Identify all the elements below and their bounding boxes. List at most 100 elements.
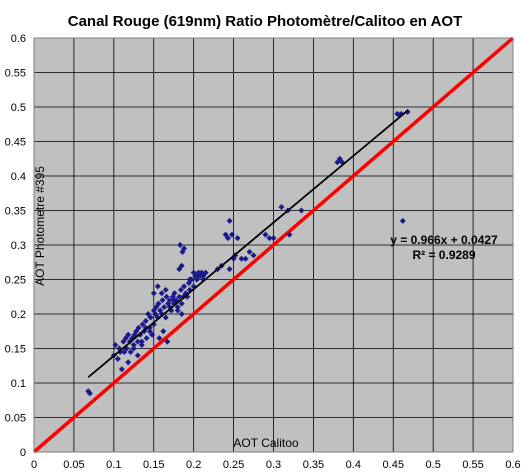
x-tick-label: 0.4 bbox=[346, 459, 361, 471]
data-point bbox=[162, 286, 169, 293]
data-point bbox=[143, 335, 150, 342]
data-point bbox=[186, 276, 193, 283]
data-point bbox=[150, 290, 157, 297]
scatter-points bbox=[85, 108, 411, 397]
x-tick-label: 0.3 bbox=[266, 459, 281, 471]
y-tick-label: 0.1 bbox=[11, 378, 26, 390]
data-point bbox=[177, 242, 184, 248]
data-point bbox=[230, 255, 237, 262]
x-tick-label: 0.55 bbox=[462, 459, 483, 471]
data-point bbox=[224, 235, 231, 242]
gridlines bbox=[34, 38, 513, 452]
data-point bbox=[164, 338, 171, 345]
data-point bbox=[86, 390, 93, 397]
x-tick-label: 0.45 bbox=[383, 459, 404, 471]
data-point bbox=[181, 245, 188, 252]
plot-frame bbox=[33, 37, 514, 453]
x-axis-ticks: 0 0.05 0.1 0.15 0.2 0.25 0.3 0.35 0.4 0.45 0.5 0.55… bbox=[31, 459, 521, 471]
data-point bbox=[127, 348, 134, 355]
data-point bbox=[178, 262, 185, 269]
data-point bbox=[226, 266, 233, 273]
x-tick-label: 0.15 bbox=[143, 459, 164, 471]
data-point bbox=[399, 217, 406, 224]
x-tick-label: 0.2 bbox=[186, 459, 201, 471]
data-point bbox=[166, 297, 173, 304]
data-point bbox=[154, 283, 161, 290]
x-tick-label: 0.35 bbox=[303, 459, 324, 471]
data-point bbox=[159, 297, 166, 304]
lines bbox=[32, 36, 515, 454]
data-point bbox=[228, 231, 235, 238]
data-point bbox=[266, 235, 273, 242]
data-point bbox=[170, 297, 177, 304]
x-tick-label: 0.5 bbox=[426, 459, 441, 471]
x-tick-label: 0 bbox=[31, 459, 37, 471]
x-tick-label: 0.05 bbox=[63, 459, 84, 471]
y-axis-title: AOT Photometre #395 bbox=[33, 166, 47, 286]
data-point bbox=[238, 255, 245, 262]
data-point bbox=[178, 300, 185, 307]
data-point bbox=[178, 311, 185, 317]
data-point bbox=[142, 317, 149, 324]
data-point bbox=[278, 204, 285, 211]
x-tick-label: 0.6 bbox=[505, 459, 520, 471]
y-tick-label: 0.2 bbox=[11, 309, 26, 321]
data-point bbox=[194, 273, 201, 280]
data-point bbox=[246, 248, 253, 255]
data-point bbox=[146, 328, 153, 335]
data-point bbox=[142, 324, 149, 331]
y-tick-label: 0.35 bbox=[5, 206, 26, 218]
data-point bbox=[156, 335, 163, 342]
data-point bbox=[125, 331, 132, 338]
data-point bbox=[112, 342, 119, 349]
data-point bbox=[161, 304, 168, 311]
data-point bbox=[158, 290, 165, 297]
data-point bbox=[177, 286, 184, 293]
r-squared-label: R² = 0.9289 bbox=[412, 248, 475, 262]
data-point bbox=[155, 300, 162, 307]
y-tick-label: 0.25 bbox=[5, 275, 26, 287]
trendline-equation: y = 0.966x + 0.0427 bbox=[390, 233, 498, 247]
data-point bbox=[404, 108, 411, 115]
data-point bbox=[163, 293, 170, 300]
data-point bbox=[114, 355, 121, 362]
data-point bbox=[130, 342, 137, 349]
data-point bbox=[226, 217, 233, 224]
data-point bbox=[234, 235, 241, 242]
chart-title: Canal Rouge (619nm) Ratio Photomètre/Cal… bbox=[68, 13, 462, 30]
data-point bbox=[250, 252, 257, 259]
y-tick-label: 0.5 bbox=[11, 102, 26, 114]
y-tick-label: 0.4 bbox=[11, 171, 26, 183]
data-point bbox=[135, 324, 142, 331]
data-point bbox=[139, 321, 146, 328]
x-tick-label: 0.25 bbox=[223, 459, 244, 471]
data-point bbox=[160, 328, 167, 335]
y-tick-label: 0.3 bbox=[11, 240, 26, 252]
data-point bbox=[171, 290, 178, 297]
y-tick-label: 0.6 bbox=[11, 33, 26, 45]
data-point bbox=[147, 314, 154, 321]
x-tick-label: 0.1 bbox=[106, 459, 121, 471]
data-point bbox=[190, 269, 197, 276]
y-tick-label: 0 bbox=[20, 447, 26, 459]
data-point bbox=[138, 342, 145, 349]
y-tick-label: 0.15 bbox=[5, 344, 26, 356]
data-point bbox=[242, 255, 249, 262]
data-point bbox=[162, 314, 169, 321]
data-point bbox=[298, 207, 305, 214]
data-point bbox=[125, 359, 132, 366]
data-point bbox=[262, 231, 269, 238]
data-point bbox=[270, 235, 277, 242]
y-tick-label: 0.45 bbox=[5, 137, 26, 149]
data-point bbox=[286, 231, 293, 238]
identity-line bbox=[32, 36, 515, 454]
data-point bbox=[174, 307, 181, 314]
data-point bbox=[134, 352, 141, 359]
y-tick-label: 0.55 bbox=[5, 68, 26, 80]
data-point bbox=[174, 304, 181, 311]
trendline bbox=[87, 109, 409, 378]
x-axis-title: AOT Calitoo bbox=[233, 436, 298, 450]
y-axis-ticks: 0 0.05 0.1 0.15 0.2 0.25 0.3 0.35 0.4 0.45 0.5 0.55… bbox=[5, 33, 26, 459]
data-point bbox=[134, 338, 141, 345]
